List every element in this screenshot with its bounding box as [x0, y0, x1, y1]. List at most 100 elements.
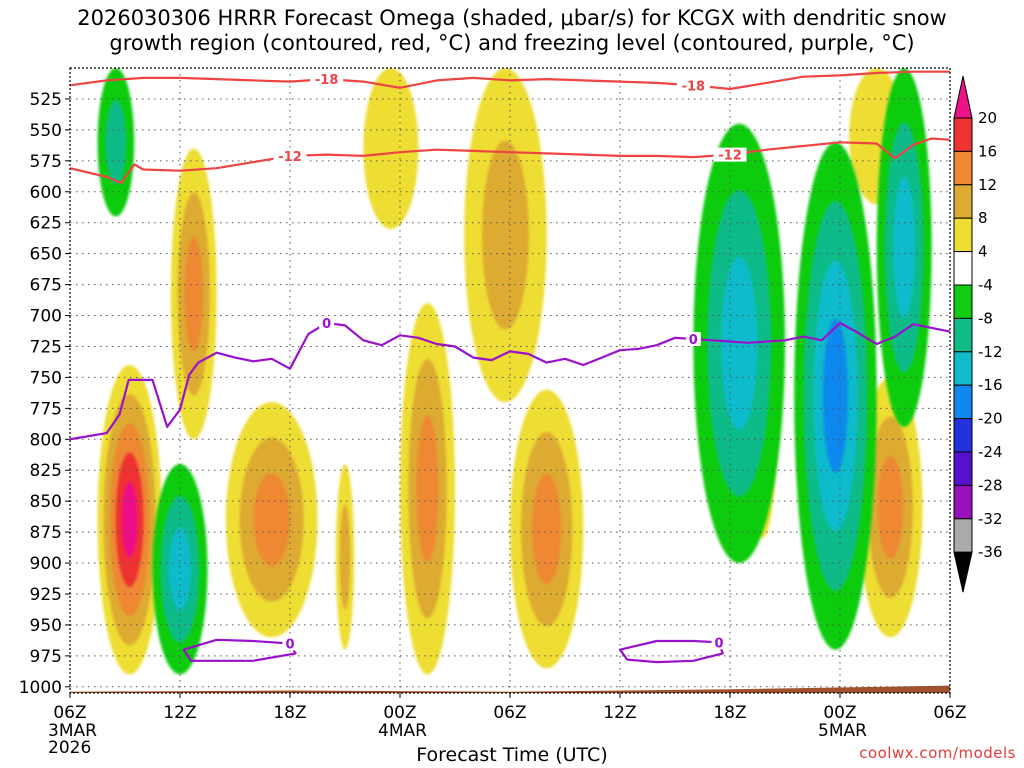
colorbar-label-3: 8: [978, 209, 988, 227]
ytick-label-700: 700: [30, 307, 62, 327]
omega-descent-01z-5mar-level-m16: [822, 319, 848, 473]
omega-ascent-22z-upper-level-4: [363, 68, 419, 229]
contour-label-freezing-loop-15z-4mar-0: 0: [714, 636, 723, 651]
contour-dgz-bottom: [70, 137, 950, 185]
ytick-label-650: 650: [30, 245, 62, 265]
contour-label-freezing-level-0: 0: [322, 317, 331, 332]
chart-title: 2026030306 HRRR Forecast Omega (shaded, …: [77, 6, 947, 55]
colorbar-label-10: -24: [978, 443, 1003, 461]
colorbar-band-6: [953, 284, 973, 319]
colorbar-band-7: [953, 317, 973, 353]
ytick-label-725: 725: [30, 337, 62, 357]
ytick-label-1000: 1000: [19, 678, 62, 698]
contour-dgz-top: [70, 70, 950, 91]
contour-label-bg-dgz-top-1: [676, 78, 710, 93]
colorbar-label-4: 4: [978, 243, 988, 261]
xtick-label-3: 00Z: [383, 703, 416, 723]
colorbar-label-7: -12: [978, 343, 1003, 361]
omega-ascent-00z-low-level-12: [416, 415, 439, 562]
omega-descent-14z-low-level-m12: [169, 527, 191, 611]
ytick-label-875: 875: [30, 523, 62, 543]
contour-label-dgz-bottom-1: -12: [718, 149, 742, 164]
xtick-sub-3-0: 4MAR: [378, 721, 427, 741]
contour-label-bg-freezing-level-0: [319, 315, 335, 330]
ytick-label-925: 925: [30, 585, 62, 605]
ytick-label-900: 900: [30, 554, 62, 574]
gridlines: [70, 68, 950, 693]
xtick-label-8: 06Z: [933, 703, 966, 723]
omega-ascent-12z-column-level-12: [184, 236, 203, 352]
colorbar-band-4: [953, 217, 973, 253]
colorbar-band-3: [953, 184, 973, 219]
colorbar-band-11: [953, 451, 973, 486]
contour-freezing-loop-15z: [182, 638, 297, 662]
contour-label-freezing-loop-15z-0: 0: [285, 637, 294, 652]
colorbar-label-11: -28: [978, 476, 1003, 494]
colorbar-band-13: [953, 518, 973, 553]
colorbar-band-1: [953, 117, 973, 152]
colorbar-label-9: -20: [978, 410, 1003, 428]
ytick-label-775: 775: [30, 399, 62, 419]
omega-descent-early-upper-level-m8: [105, 100, 127, 185]
x-axis-label: Forecast Time (UTC): [416, 744, 608, 766]
xtick-sub-0-1: 2026: [48, 738, 91, 758]
omega-ascent-04z-column-level-8: [482, 140, 529, 330]
xtick-label-0: 06Z: [53, 703, 86, 723]
xtick-label-1: 12Z: [163, 703, 196, 723]
xtick-label-6: 18Z: [713, 703, 746, 723]
colorbar-band-12: [953, 484, 973, 520]
colorbar-label-0: 20: [978, 109, 997, 127]
ytick-label-550: 550: [30, 121, 62, 141]
contour-lines: -18 -18 -12 -12 0 0 0 0: [70, 70, 950, 664]
xtick-label-5: 12Z: [603, 703, 636, 723]
contour-label-dgz-top-1: -18: [682, 79, 706, 94]
contour-freezing-loop-15z-4mar: [618, 639, 724, 664]
colorbar-label-12: -32: [978, 510, 1003, 528]
contour-label-bg-dgz-bottom-1: [713, 147, 747, 162]
colorbar-band-5: [953, 251, 973, 286]
colorbar-band-10: [953, 418, 973, 453]
contour-label-bg-freezing-loop-15z-0: [282, 636, 298, 651]
colorbar-label-13: -36: [978, 543, 1003, 561]
ytick-label-575: 575: [30, 152, 62, 172]
colorbar: 20 16 12 8 4 -4 -8 -12 -16 -20 -24 -28 -32 -36: [953, 75, 1003, 593]
omega-ascent-early-low-levels-level-20: [121, 481, 138, 558]
colorbar-band-2: [953, 150, 973, 186]
colorbar-label-8: -16: [978, 376, 1003, 394]
ground-terrain: [70, 685, 950, 693]
xtick-sub-0-0: 3MAR: [48, 721, 97, 741]
ytick-label-975: 975: [30, 647, 62, 667]
xtick-label-2: 18Z: [273, 703, 306, 723]
xtick-label-7: 00Z: [823, 703, 856, 723]
ytick-label-950: 950: [30, 616, 62, 636]
ytick-label-675: 675: [30, 276, 62, 296]
omega-ascent-08z-low-level-12: [532, 474, 562, 584]
colorbar-label-5: -4: [978, 276, 993, 294]
ytick-label-825: 825: [30, 461, 62, 481]
ytick-label-800: 800: [30, 430, 62, 450]
contour-label-dgz-bottom-0: -12: [278, 150, 302, 165]
ytick-label-600: 600: [30, 183, 62, 203]
omega-ascent-20z-level-8: [339, 504, 351, 610]
omega-descent-04z-upper-level-m12: [893, 176, 916, 319]
contour-label-dgz-top-0: -18: [315, 73, 339, 88]
credit-text: coolwx.com/models: [859, 744, 1016, 762]
ytick-label-625: 625: [30, 214, 62, 234]
colorbar-top-arrow: [953, 75, 973, 119]
contour-label-bg-freezing-loop-15z-4mar-0: [711, 635, 727, 650]
contour-label-freezing-level-1: 0: [689, 333, 698, 348]
ytick-label-750: 750: [30, 368, 62, 388]
colorbar-band-9: [953, 384, 973, 420]
contour-label-bg-dgz-bottom-0: [273, 148, 307, 163]
colorbar-label-6: -8: [978, 309, 993, 327]
xtick-label-4: 06Z: [493, 703, 526, 723]
ytick-label-850: 850: [30, 492, 62, 512]
xtick-sub-7-0: 5MAR: [818, 721, 867, 741]
contour-label-bg-freezing-level-1: [685, 332, 701, 347]
ytick-label-525: 525: [30, 90, 62, 110]
colorbar-band-8: [953, 351, 973, 386]
contour-freezing-level: [70, 321, 950, 441]
omega-ascent-04z-5mar-level-12: [877, 456, 904, 559]
